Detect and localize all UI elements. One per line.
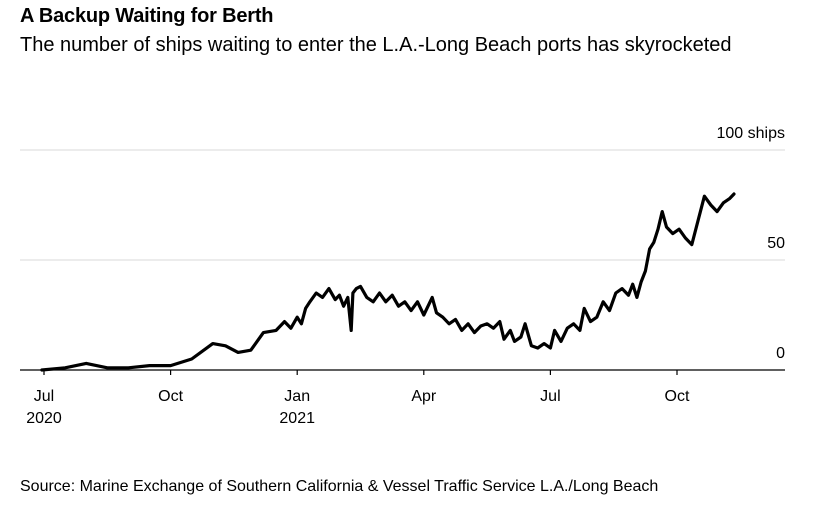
x-tick-label-1: Oct [158, 388, 183, 405]
series-line-0 [40, 192, 736, 372]
x-tick-label-4: Jul [540, 388, 560, 405]
series-layer [40, 192, 736, 372]
x-tick-label-3: Apr [411, 388, 437, 405]
y-axis-labels: 0 50 100 ships [717, 125, 786, 362]
y-tick-label-50: 50 [767, 235, 785, 252]
y-tick-label-0: 0 [776, 345, 785, 362]
x-axis-labels: Jul 2020 Oct Jan 2021 Apr Jul Oct [26, 388, 690, 427]
x-tick-label-0: Jul [34, 388, 54, 405]
chart-subtitle: The number of ships waiting to enter the… [20, 34, 732, 56]
y-tick-label-100: 100 ships [717, 125, 786, 142]
x-tick-label-2: Jan [284, 388, 310, 405]
x-tick-year-2: 2021 [279, 410, 315, 427]
x-tick-year-0: 2020 [26, 410, 62, 427]
chart-title: A Backup Waiting for Berth [20, 5, 274, 27]
x-axis [20, 369, 785, 375]
gridlines [20, 149, 785, 261]
x-tick-label-5: Oct [665, 388, 690, 405]
source-note: Source: Marine Exchange of Southern Cali… [20, 478, 659, 495]
